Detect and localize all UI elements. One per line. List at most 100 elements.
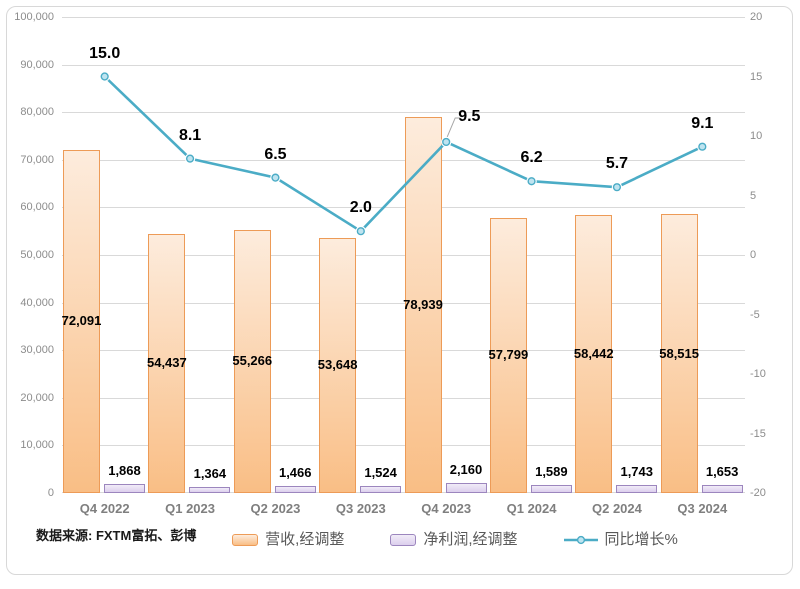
legend-label: 同比增长% (604, 531, 678, 548)
growth-value-label: 9.5 (458, 107, 481, 125)
profit-value-label: 1,589 (535, 464, 568, 480)
legend-swatch-revenue (232, 534, 259, 546)
growth-line (103, 75, 703, 233)
profit-bar (360, 485, 402, 493)
growth-value-label: 6.2 (520, 149, 543, 167)
profit-bar (104, 484, 145, 493)
gridline (62, 159, 745, 161)
revenue-value-label: 72,091 (61, 313, 102, 329)
right-axis-tick-label: 15 (750, 70, 763, 83)
profit-bar (445, 482, 487, 493)
line-marker (698, 142, 707, 151)
y-axis-tick-label: 90,000 (20, 58, 54, 71)
x-axis-label: Q2 2024 (592, 501, 642, 516)
x-axis-label: Q1 2023 (165, 501, 215, 516)
right-axis-tick-label: 10 (750, 130, 763, 142)
gridline (62, 492, 745, 493)
right-axis-tick-label: 20 (750, 11, 763, 23)
y-axis-tick-label: 30,000 (20, 344, 54, 357)
revenue-bar (63, 149, 100, 493)
x-axis-label: Q3 2023 (335, 501, 386, 516)
gridline (62, 302, 745, 304)
profit-bar (616, 484, 658, 493)
revenue-value-label: 55,266 (232, 353, 273, 369)
x-axis-label: Q2 2023 (250, 501, 301, 516)
legend-line-sample (563, 533, 598, 547)
revenue-value-label: 53,648 (317, 357, 358, 373)
growth-value-label: 8.1 (178, 126, 202, 144)
growth-value-label: 9.1 (691, 114, 714, 132)
gridline (62, 112, 745, 114)
x-axis-label: Q4 2023 (421, 501, 472, 516)
line-marker (185, 154, 195, 163)
source-note: 数据来源: FXTM富拓、彭博 (36, 528, 197, 543)
legend-item: 同比增长% (563, 530, 678, 550)
x-axis-label: Q1 2024 (506, 501, 557, 516)
legend-label: 营收,经调整 (265, 531, 345, 548)
gridline (62, 17, 745, 18)
line-marker (271, 173, 280, 182)
y-axis-tick-label: 0 (47, 487, 54, 499)
right-axis-tick-label: -20 (750, 487, 766, 499)
profit-bar (189, 486, 231, 493)
legend-item: 营收,经调整 (232, 530, 344, 550)
y-axis-tick-label: 10,000 (20, 439, 54, 452)
revenue-value-label: 58,442 (573, 345, 614, 361)
profit-value-label: 1,653 (705, 464, 739, 480)
line-marker (527, 177, 536, 186)
profit-value-label: 2,160 (449, 461, 483, 477)
line-marker (442, 137, 451, 147)
revenue-bar (319, 237, 357, 493)
profit-value-label: 1,524 (364, 464, 397, 480)
profit-value-label: 1,743 (620, 463, 654, 479)
gridline (62, 64, 745, 66)
revenue-value-label: 78,939 (403, 297, 443, 313)
revenue-bar (233, 229, 271, 493)
x-axis-label: Q3 2024 (677, 501, 728, 516)
profit-value-label: 1,868 (108, 463, 141, 479)
gridline (62, 397, 745, 399)
right-axis-tick-label: -15 (750, 427, 766, 440)
label-leader-line (446, 117, 461, 138)
growth-value-label: 5.7 (605, 155, 629, 173)
gridline (62, 350, 745, 352)
growth-value-label: 6.5 (264, 145, 287, 163)
legend-label: 净利润,经调整 (423, 531, 518, 548)
right-axis-tick-label: -10 (750, 368, 766, 380)
revenue-value-label: 57,799 (488, 347, 529, 363)
profit-bar (530, 485, 572, 493)
line-marker (612, 183, 622, 192)
growth-line-svg (99, 71, 708, 237)
profit-value-label: 1,364 (193, 465, 227, 481)
profit-value-label: 1,466 (278, 465, 312, 481)
y-axis-tick-label: 100,000 (14, 11, 54, 23)
plot-area: 72,091 1,868 54,437 1,364 55,266 1,466 53,648 1… (62, 17, 745, 493)
revenue-bar (575, 214, 613, 493)
gridline (62, 255, 745, 256)
growth-value-label: 2.0 (349, 199, 372, 217)
profit-bar (701, 485, 743, 493)
revenue-bar (660, 214, 698, 493)
gridline (62, 445, 745, 447)
right-axis-tick-label: 5 (750, 189, 757, 202)
revenue-bar (489, 217, 527, 493)
y-axis-tick-label: 20,000 (20, 391, 54, 404)
line-marker (100, 72, 109, 81)
legend-swatch-profit (390, 534, 417, 546)
y-axis-tick-label: 50,000 (20, 249, 54, 261)
y-axis-tick-label: 40,000 (20, 296, 54, 309)
legend: 营收,经调整 净利润,经调整 同比增长% (150, 529, 760, 551)
revenue-bar (148, 233, 186, 493)
legend-item: 净利润,经调整 (390, 530, 518, 550)
gridline (62, 207, 745, 209)
growth-value-label: 15.0 (89, 44, 121, 62)
right-axis-tick-label: 0 (750, 249, 757, 261)
revenue-value-label: 58,515 (659, 345, 699, 361)
revenue-value-label: 54,437 (146, 355, 187, 371)
profit-bar (274, 486, 316, 493)
line-marker (356, 227, 365, 236)
y-axis-tick-label: 70,000 (20, 153, 54, 166)
right-axis-tick-label: -5 (750, 308, 760, 321)
y-axis-tick-label: 60,000 (20, 201, 54, 214)
